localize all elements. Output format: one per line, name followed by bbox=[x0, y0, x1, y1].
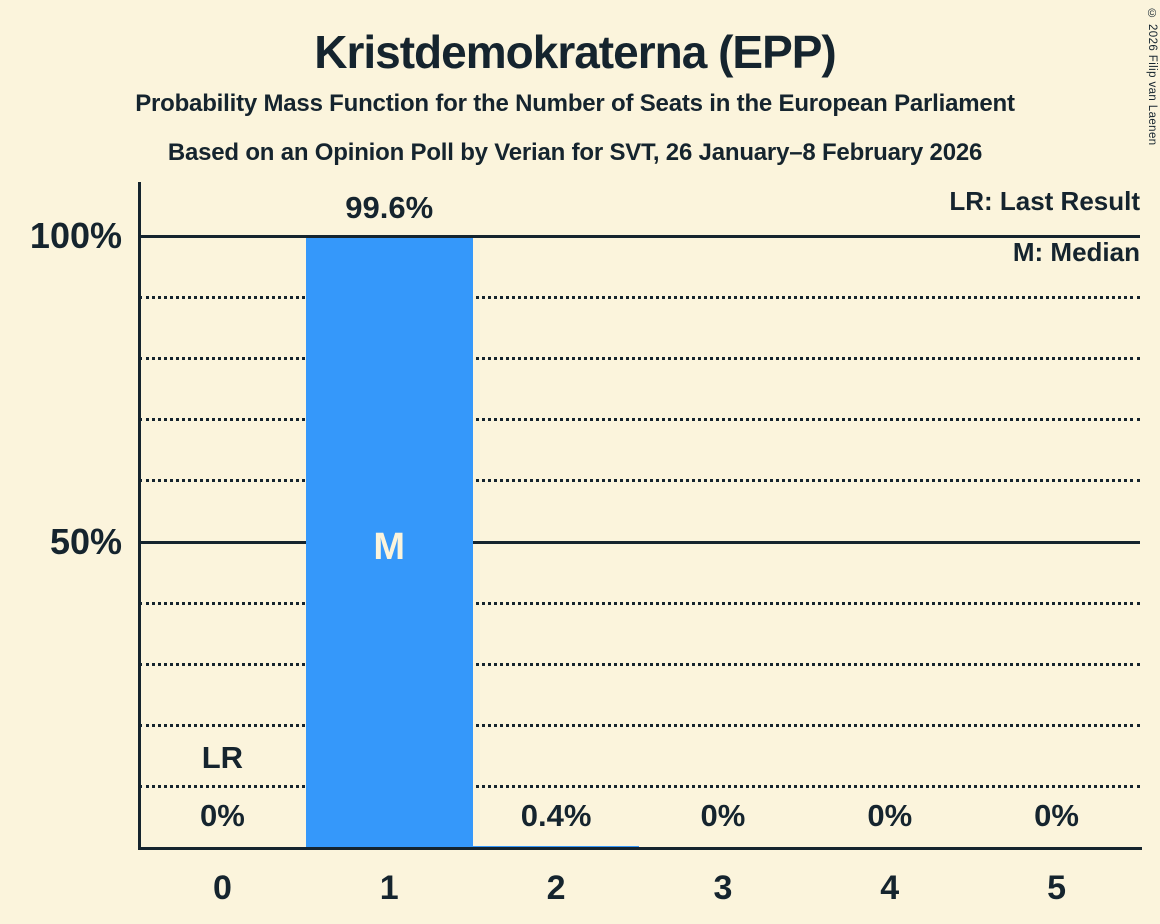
value-label-seats-1: 99.6% bbox=[345, 190, 434, 225]
last-result-marker: LR bbox=[201, 740, 244, 775]
y-axis-label-50pct: 50% bbox=[49, 521, 122, 562]
gridline-60pct bbox=[139, 479, 1140, 483]
gridline-90pct bbox=[139, 295, 1140, 299]
value-label-seats-4: 0% bbox=[867, 798, 913, 833]
legend-last-result: LR: Last Result bbox=[949, 186, 1140, 216]
x-axis-label-1: 1 bbox=[379, 869, 399, 907]
x-axis-label-3: 3 bbox=[713, 869, 733, 907]
value-label-seats-0: 0% bbox=[200, 798, 245, 833]
x-axis-line bbox=[137, 846, 1142, 850]
chart-title: Kristdemokraterna (EPP) bbox=[314, 26, 837, 78]
chart-subtitle: Probability Mass Function for the Number… bbox=[135, 90, 1015, 117]
gridline-20pct bbox=[139, 724, 1140, 728]
y-axis-label-100pct: 100% bbox=[29, 215, 122, 256]
value-label-seats-2: 0.4% bbox=[520, 798, 592, 833]
bar-seats-1 bbox=[305, 238, 473, 848]
gridline-100pct bbox=[139, 234, 1140, 238]
gridline-40pct bbox=[139, 601, 1140, 605]
x-axis-label-5: 5 bbox=[1047, 869, 1067, 907]
y-axis-line bbox=[137, 182, 141, 849]
gridline-10pct bbox=[139, 785, 1140, 789]
gridline-80pct bbox=[139, 356, 1140, 360]
median-marker: M bbox=[373, 526, 406, 568]
gridline-50pct bbox=[139, 540, 1140, 544]
value-label-seats-3: 0% bbox=[700, 798, 746, 833]
value-label-seats-5: 0% bbox=[1034, 798, 1079, 833]
x-axis-label-0: 0 bbox=[212, 869, 232, 907]
plot-area: 0% 99.6% 0.4% 0% 0% 0% 0 1 2 3 4 5 LR M bbox=[137, 182, 1142, 905]
chart-poll-info: Based on an Opinion Poll by Verian for S… bbox=[167, 139, 983, 166]
x-axis-label-4: 4 bbox=[880, 869, 900, 907]
x-axis-label-2: 2 bbox=[546, 869, 566, 907]
gridline-30pct bbox=[139, 662, 1140, 666]
legend-median: M: Median bbox=[1012, 237, 1140, 267]
gridline-70pct bbox=[139, 418, 1140, 422]
copyright-notice: © 2026 Filip van Laenen bbox=[1146, 8, 1158, 146]
